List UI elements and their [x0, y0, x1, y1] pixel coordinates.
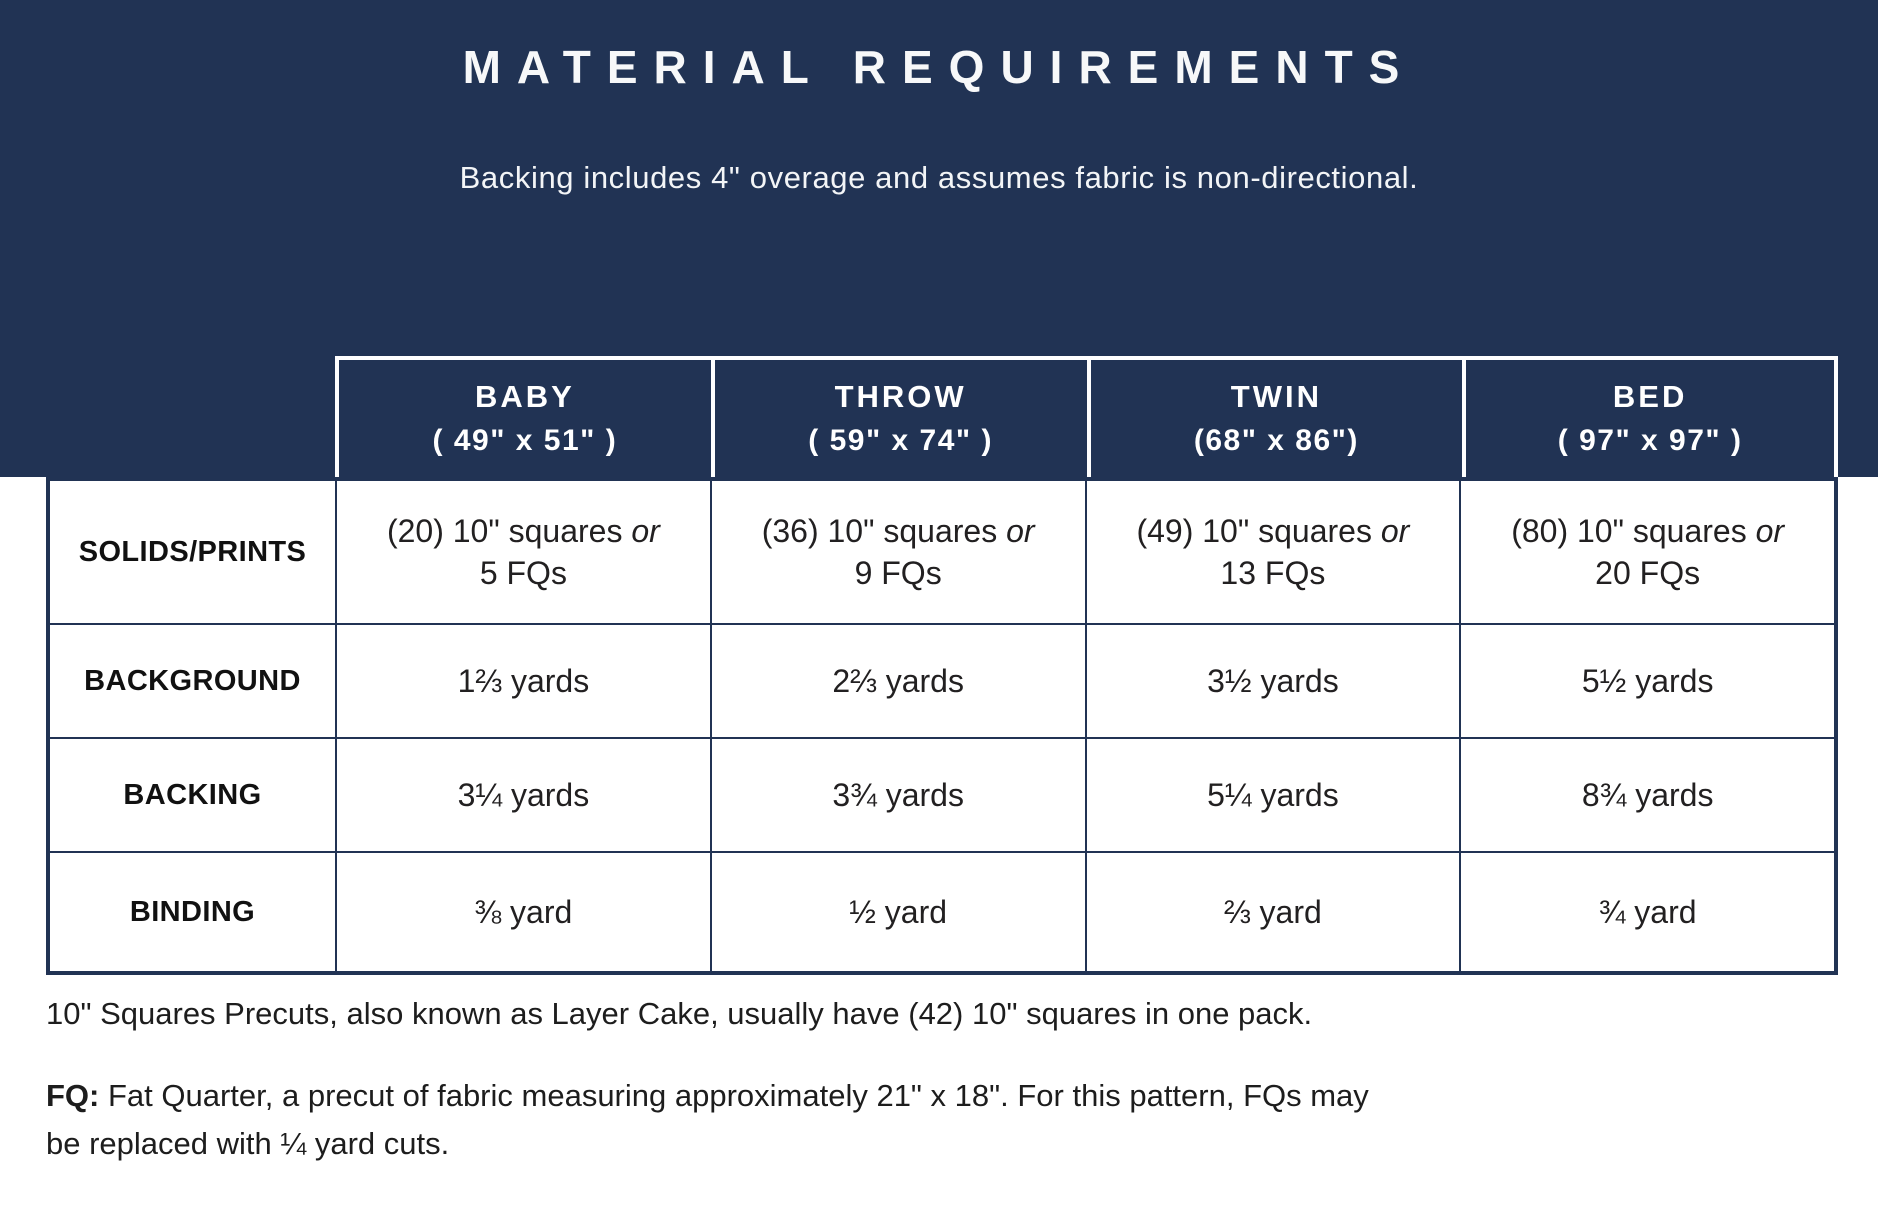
- column-header-baby: BABY ( 49" x 51" ): [335, 356, 711, 477]
- cell-line-2: 20 FQs: [1595, 555, 1701, 591]
- footnote-fq-text-line2: be replaced with ¼ yard cuts.: [46, 1126, 450, 1162]
- footnote-layer-cake: 10" Squares Precuts, also known as Layer…: [46, 996, 1313, 1031]
- table-cell-backing-baby: 3¼ yards: [337, 739, 710, 851]
- table-cell-backing-bed: 8¾ yards: [1461, 739, 1834, 851]
- page-title: MATERIAL REQUIREMENTS: [462, 41, 1416, 93]
- cell-line-1: (80) 10" squares or: [1511, 512, 1785, 549]
- column-dimensions: ( 49" x 51" ): [432, 424, 618, 457]
- column-header-twin: TWIN (68" x 86"): [1086, 356, 1463, 477]
- table-cell-backing-throw: 3¾ yards: [711, 739, 1085, 851]
- column-dimensions: ( 97" x 97" ): [1557, 424, 1743, 457]
- column-name: THROW: [834, 379, 967, 414]
- cell-line-2: 13 FQs: [1220, 555, 1326, 591]
- table-cell-binding-twin: ⅔ yard: [1086, 853, 1460, 971]
- table-column-headers: BABY ( 49" x 51" ) THROW ( 59" x 74" ) T…: [335, 356, 1838, 477]
- table-cell-background-throw: 2⅔ yards: [711, 625, 1085, 737]
- table-cell-backing-twin: 5¼ yards: [1086, 739, 1460, 851]
- row-label-background: BACKGROUND: [50, 625, 335, 737]
- table-cell-binding-throw: ½ yard: [711, 853, 1085, 971]
- column-name: BED: [1612, 379, 1688, 414]
- column-name: TWIN: [1230, 379, 1322, 414]
- requirements-table: SOLIDS/PRINTS (20) 10" squares or 5 FQs …: [46, 477, 1838, 975]
- cell-line-2: 5 FQs: [479, 555, 567, 591]
- hero-band: MATERIAL REQUIREMENTS Backing includes 4…: [0, 0, 1878, 477]
- table-cell-background-baby: 1⅔ yards: [337, 625, 710, 737]
- table-cell-solids-bed: (80) 10" squares or 20 FQs: [1461, 481, 1834, 623]
- column-dimensions: (68" x 86"): [1193, 424, 1359, 457]
- cell-line-1: (20) 10" squares or: [386, 512, 660, 549]
- table-cell-solids-twin: (49) 10" squares or 13 FQs: [1086, 481, 1460, 623]
- table-cell-background-bed: 5½ yards: [1461, 625, 1834, 737]
- table-cell-binding-bed: ¾ yard: [1461, 853, 1834, 971]
- cell-line-1: (49) 10" squares or: [1136, 512, 1410, 549]
- footnote-fq-label: FQ:: [46, 1078, 100, 1113]
- cell-line-1: (36) 10" squares or: [761, 512, 1035, 549]
- footnote-fq-text-line1: Fat Quarter, a precut of fabric measurin…: [99, 1078, 1369, 1113]
- cell-line-2: 9 FQs: [854, 555, 942, 591]
- column-name: BABY: [474, 379, 575, 414]
- table-cell-solids-baby: (20) 10" squares or 5 FQs: [337, 481, 710, 623]
- column-dimensions: ( 59" x 74" ): [808, 424, 993, 457]
- row-label-binding: BINDING: [50, 853, 335, 971]
- table-cell-background-twin: 3½ yards: [1086, 625, 1460, 737]
- page-subtitle: Backing includes 4" overage and assumes …: [459, 160, 1419, 195]
- column-header-bed: BED ( 97" x 97" ): [1462, 356, 1838, 477]
- column-header-throw: THROW ( 59" x 74" ): [710, 356, 1087, 477]
- row-label-backing: BACKING: [50, 739, 335, 851]
- footnote-fat-quarter: FQ: Fat Quarter, a precut of fabric meas…: [46, 1072, 1836, 1168]
- table-cell-binding-baby: ⅜ yard: [337, 853, 710, 971]
- table-cell-solids-throw: (36) 10" squares or 9 FQs: [711, 481, 1085, 623]
- row-label-solids-prints: SOLIDS/PRINTS: [50, 481, 335, 623]
